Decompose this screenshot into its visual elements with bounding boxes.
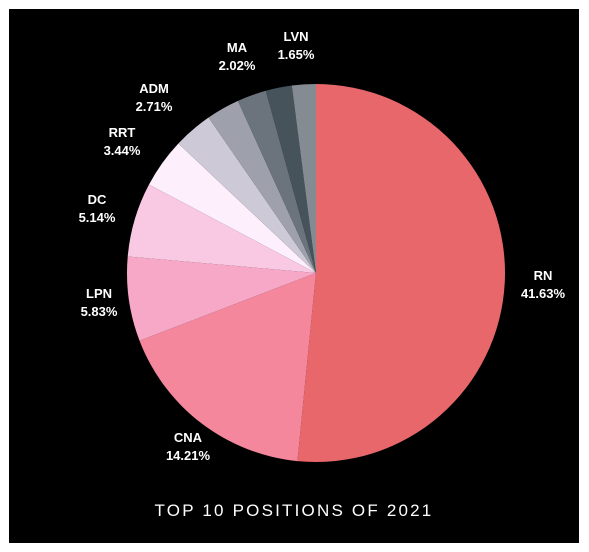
slice-label-rrt: RRT 3.44%	[104, 125, 141, 158]
pie-slice-lpn	[126, 256, 316, 341]
slice-category-label: MA	[227, 40, 248, 55]
slice-category-label: RRT	[109, 125, 136, 140]
pie-slice-unlabeled-8	[265, 85, 316, 273]
chart-panel: RN 41.63% CNA 14.21% LPN 5.83% DC 5.14% RRT 3.44%…	[9, 9, 579, 543]
slice-label-lvn: LVN 1.65%	[278, 29, 315, 62]
slice-label-ma: MA 2.02%	[219, 40, 256, 73]
slice-label-rn: RN 41.63%	[521, 268, 566, 301]
slice-label-lpn: LPN 5.83%	[81, 286, 118, 319]
slice-label-adm: ADM 2.71%	[136, 81, 173, 114]
slice-category-label: LVN	[283, 29, 308, 44]
slice-value-label: 2.71%	[136, 99, 173, 114]
pie-slice-dc	[127, 184, 317, 273]
slice-value-label: 5.14%	[79, 210, 116, 225]
slice-value-label: 2.02%	[219, 58, 256, 73]
pie-slice-unlabeled-6	[208, 100, 316, 274]
slice-value-label: 41.63%	[521, 286, 566, 301]
slice-label-dc: DC 5.14%	[79, 192, 116, 225]
slice-value-label: 3.44%	[104, 143, 141, 158]
slice-category-label: CNA	[174, 430, 203, 445]
pie-chart: RN 41.63% CNA 14.21% LPN 5.83% DC 5.14% RRT 3.44%…	[79, 29, 566, 463]
slice-value-label: 5.83%	[81, 304, 118, 319]
slice-category-label: ADM	[139, 81, 169, 96]
pie-slice-ma	[237, 90, 316, 274]
pie-slice-adm	[178, 117, 316, 274]
slice-label-cna: CNA 14.21%	[166, 430, 211, 463]
chart-title: TOP 10 POSITIONS OF 2021	[154, 501, 434, 520]
pie-slice-lvn	[291, 84, 316, 273]
slice-value-label: 14.21%	[166, 448, 211, 463]
slice-category-label: RN	[534, 268, 553, 283]
pie-slice-rn	[297, 84, 506, 462]
slice-category-label: DC	[88, 192, 107, 207]
pie-slice-cna	[139, 273, 316, 462]
slice-category-label: LPN	[86, 286, 112, 301]
pie-slice-rrt	[149, 143, 316, 273]
slice-value-label: 1.65%	[278, 47, 315, 62]
